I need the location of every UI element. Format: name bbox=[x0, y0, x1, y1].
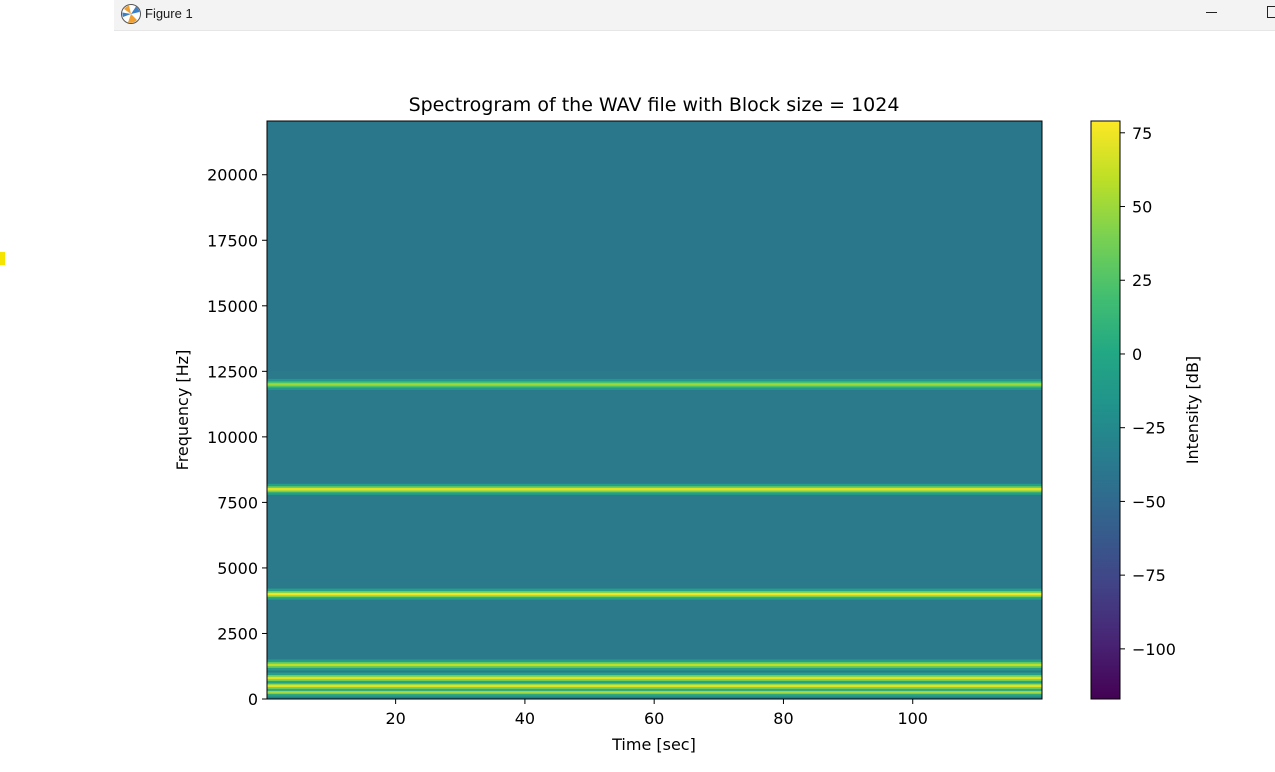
y-tick-label-4: 10000 bbox=[207, 428, 258, 447]
colorbar-tick-label-6: 50 bbox=[1132, 198, 1152, 217]
y-tick-label-0: 0 bbox=[248, 690, 258, 709]
y-axis-label: Frequency [Hz] bbox=[173, 350, 192, 471]
window-titlebar: Figure 1 bbox=[114, 0, 1275, 31]
tonal-band-4-layer-2 bbox=[267, 592, 1042, 596]
tonal-band-3-layer-2 bbox=[267, 663, 1042, 667]
edge-marker bbox=[0, 252, 5, 265]
colorbar-label: Intensity [dB] bbox=[1183, 356, 1202, 464]
colorbar-ticks: −100 −75 −50 −25 0 25 50 75 bbox=[1120, 124, 1176, 659]
x-tick-label-4: 100 bbox=[897, 709, 928, 728]
colorbar-tick-label-1: −75 bbox=[1132, 566, 1166, 585]
tonal-bands bbox=[267, 378, 1042, 697]
maximize-icon[interactable] bbox=[1257, 3, 1275, 23]
matplotlib-figure-icon bbox=[121, 4, 141, 24]
y-tick-label-3: 7500 bbox=[217, 493, 258, 512]
y-tick-label-7: 17500 bbox=[207, 231, 258, 250]
x-tick-label-3: 80 bbox=[773, 709, 793, 728]
chart-title: Spectrogram of the WAV file with Block s… bbox=[409, 94, 900, 116]
y-tick-label-2: 5000 bbox=[217, 559, 258, 578]
tonal-band-1-layer-2 bbox=[267, 684, 1042, 688]
colorbar-tick-label-7: 75 bbox=[1132, 124, 1152, 143]
tonal-band-5-layer-2 bbox=[267, 488, 1042, 491]
colorbar-tick-label-4: 0 bbox=[1132, 345, 1142, 364]
colorbar-tick-label-5: 25 bbox=[1132, 271, 1152, 290]
spectrogram-upper-band bbox=[267, 121, 1042, 371]
x-axis-label: Time [sec] bbox=[611, 735, 696, 754]
colorbar bbox=[1090, 120, 1121, 700]
tonal-band-2-layer-2 bbox=[267, 676, 1042, 680]
y-axis-ticks: 0 2500 5000 7500 10000 12500 15000 17500 20000 bbox=[207, 166, 267, 709]
x-tick-label-2: 60 bbox=[644, 709, 664, 728]
tonal-band-6-layer-2 bbox=[267, 383, 1042, 386]
x-axis-ticks: 20 40 60 80 100 bbox=[385, 699, 928, 728]
colorbar-tick-label-3: −25 bbox=[1132, 419, 1166, 438]
minimize-icon[interactable] bbox=[1200, 3, 1224, 23]
x-tick-label-0: 20 bbox=[385, 709, 405, 728]
y-tick-label-1: 2500 bbox=[217, 624, 258, 643]
x-tick-label-1: 40 bbox=[515, 709, 535, 728]
colorbar-tick-label-0: −100 bbox=[1132, 640, 1176, 659]
y-tick-label-6: 15000 bbox=[207, 297, 258, 316]
window-title: Figure 1 bbox=[145, 6, 193, 21]
colorbar-tick-label-2: −50 bbox=[1132, 492, 1166, 511]
y-tick-label-5: 12500 bbox=[207, 362, 258, 381]
y-tick-label-8: 20000 bbox=[207, 166, 258, 185]
